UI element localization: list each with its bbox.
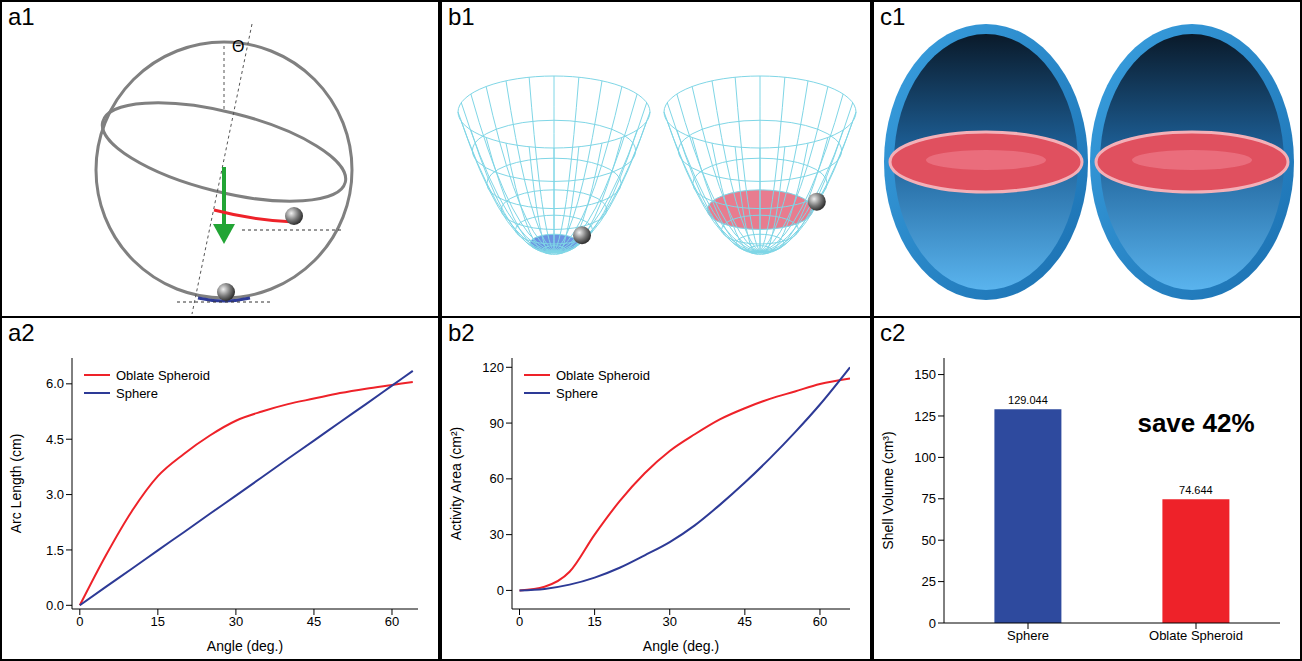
svg-text:45: 45 <box>307 614 321 629</box>
svg-text:30: 30 <box>229 614 243 629</box>
svg-text:60: 60 <box>385 614 399 629</box>
svg-text:0: 0 <box>929 616 936 631</box>
svg-text:Arc Length (cm): Arc Length (cm) <box>8 434 24 534</box>
svg-text:129.044: 129.044 <box>1008 394 1048 406</box>
svg-text:Oblate Spheroid: Oblate Spheroid <box>1149 628 1243 643</box>
svg-text:74.644: 74.644 <box>1179 484 1213 496</box>
svg-text:60: 60 <box>490 471 504 486</box>
html-text:c1: c1 <box>880 3 906 30</box>
svg-text:Activity Area (cm²): Activity Area (cm²) <box>448 427 464 541</box>
svg-text:6.0: 6.0 <box>46 376 64 391</box>
svg-text:1.5: 1.5 <box>46 543 64 558</box>
svg-text:150: 150 <box>914 367 936 382</box>
svg-text:30: 30 <box>490 527 504 542</box>
svg-text:45: 45 <box>738 614 752 629</box>
svg-text:Angle (deg.): Angle (deg.) <box>643 638 719 654</box>
html-text:a2: a2 <box>8 319 35 346</box>
html-text:Oblate Spheroid: Oblate Spheroid <box>556 367 650 383</box>
svg-text:Shell Volume (cm³): Shell Volume (cm³) <box>880 431 896 549</box>
svg-text:100: 100 <box>914 450 936 465</box>
html-text:save 42%: save 42% <box>1137 408 1255 438</box>
svg-text:3.0: 3.0 <box>46 487 64 502</box>
svg-text:25: 25 <box>922 574 936 589</box>
svg-text:15: 15 <box>151 614 165 629</box>
svg-text:50: 50 <box>922 533 936 548</box>
html-text:b1: b1 <box>448 3 475 30</box>
html-text:c2: c2 <box>880 319 906 346</box>
svg-text:Angle (deg.): Angle (deg.) <box>207 638 283 654</box>
svg-text:0: 0 <box>76 614 83 629</box>
svg-text:125: 125 <box>914 409 936 424</box>
svg-text:0: 0 <box>497 583 504 598</box>
svg-text:75: 75 <box>922 491 936 506</box>
svg-text:0.0: 0.0 <box>46 598 64 613</box>
html-text:b2: b2 <box>448 319 475 346</box>
svg-text:120: 120 <box>482 360 504 375</box>
html-text:a1: a1 <box>8 3 35 30</box>
html-text:Sphere: Sphere <box>556 385 598 401</box>
svg-text:4.5: 4.5 <box>46 432 64 447</box>
svg-text:Sphere: Sphere <box>1007 628 1049 643</box>
svg-text:60: 60 <box>813 614 827 629</box>
html-text:Sphere: Sphere <box>116 385 158 401</box>
svg-text:90: 90 <box>490 416 504 431</box>
svg-text:30: 30 <box>662 614 676 629</box>
svg-text:0: 0 <box>516 614 523 629</box>
svg-text:Θ: Θ <box>232 38 244 55</box>
html-text:Oblate Spheroid: Oblate Spheroid <box>116 367 210 383</box>
svg-text:15: 15 <box>587 614 601 629</box>
